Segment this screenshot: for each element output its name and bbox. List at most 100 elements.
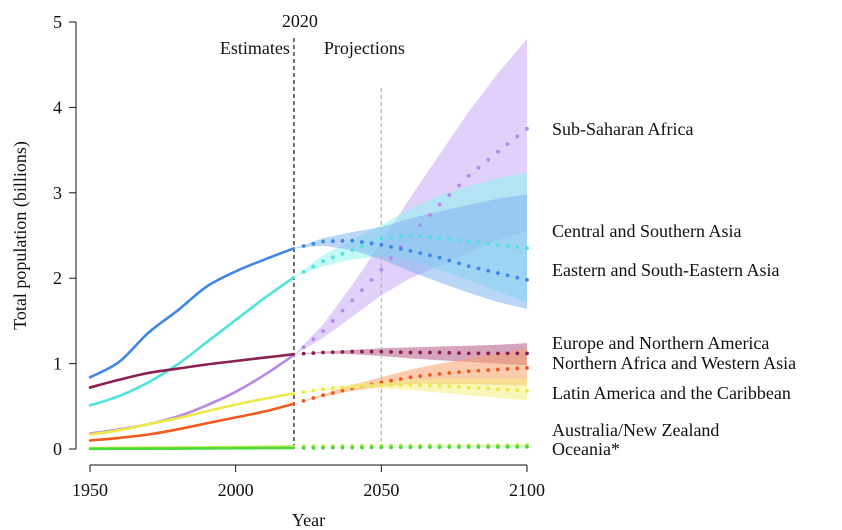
projection-point — [311, 445, 316, 450]
projection-point — [437, 350, 442, 355]
projection-point — [427, 213, 432, 217]
region-label-northern-africa-and-western-asia: Northern Africa and Western Asia — [552, 353, 796, 373]
projection-point — [330, 319, 335, 323]
projection-point — [486, 241, 491, 246]
projection-point — [321, 445, 325, 450]
projection-point — [476, 368, 481, 373]
projection-latin-america-and-the-caribbean — [301, 383, 529, 394]
estimates-label: Estimates — [220, 38, 290, 58]
y-tick-label: 0 — [53, 439, 62, 459]
projection-point — [486, 351, 491, 356]
projection-point — [360, 445, 364, 450]
projection-point — [466, 239, 471, 244]
region-label-eastern-and-south-eastern-asia: Eastern and South-Eastern Asia — [552, 260, 779, 280]
projection-point — [457, 183, 461, 188]
projection-point — [350, 349, 355, 354]
projection-point — [379, 383, 384, 387]
projection-point — [486, 368, 491, 373]
region-label-latin-america-and-the-caribbean: Latin America and the Caribbean — [552, 383, 791, 403]
projection-point — [369, 445, 374, 450]
projection-europe-and-northern-america — [301, 349, 529, 356]
projection-point — [389, 445, 393, 450]
projection-point — [466, 351, 471, 356]
axes: 1950 2000 2050 2100 0 1 2 3 4 5 — [53, 12, 545, 500]
projection-point — [311, 337, 316, 342]
projection-point — [476, 240, 481, 245]
projection-point — [360, 244, 364, 249]
projection-point — [360, 240, 364, 244]
projection-point — [447, 237, 452, 242]
projection-point — [398, 383, 403, 387]
x-tick-label: 2000 — [218, 480, 254, 500]
projection-point — [427, 383, 432, 388]
projection-point — [301, 244, 306, 248]
projection-point — [437, 371, 442, 376]
projection-point — [466, 369, 471, 374]
y-tick-label: 5 — [53, 12, 62, 32]
projection-point — [447, 350, 452, 355]
projection-point — [495, 387, 500, 392]
projection-point — [437, 202, 442, 207]
projection-point — [408, 350, 413, 355]
projection-point — [321, 239, 325, 244]
projection-point — [505, 273, 510, 278]
projection-point — [466, 264, 471, 269]
projection-point — [466, 385, 471, 390]
projection-point — [350, 445, 355, 450]
x-tick-label: 1950 — [72, 480, 108, 500]
projection-point — [408, 445, 413, 450]
projection-point — [340, 239, 345, 243]
projection-point — [340, 388, 345, 393]
projection-point — [476, 386, 481, 390]
projection-eastern-and-south-eastern-asia — [301, 238, 529, 282]
projection-point — [505, 387, 510, 392]
projection-point — [418, 251, 423, 256]
projection-point — [350, 248, 355, 252]
projection-point — [398, 234, 403, 239]
region-label-oceania: Oceania* — [552, 439, 620, 459]
projection-point — [437, 383, 442, 388]
projection-point — [340, 385, 345, 390]
projection-point — [476, 351, 481, 356]
projection-point — [505, 142, 510, 147]
projection-point — [330, 386, 335, 391]
projection-point — [350, 298, 355, 303]
projection-point — [525, 351, 529, 356]
projection-point — [369, 241, 374, 246]
projection-point — [515, 444, 520, 449]
projection-point — [360, 384, 364, 388]
projection-oceania — [301, 444, 529, 450]
projection-point — [360, 349, 364, 354]
projection-point — [486, 268, 491, 273]
region-label-sub-saharan-africa: Sub-Saharan Africa — [552, 119, 693, 139]
projection-point — [525, 444, 529, 449]
projection-point — [398, 350, 403, 355]
projection-point — [398, 445, 403, 450]
projection-point — [505, 351, 510, 356]
projection-point — [321, 329, 325, 334]
projection-point — [447, 258, 452, 263]
projection-point — [447, 384, 452, 389]
projection-point — [427, 373, 432, 377]
projection-point — [379, 242, 384, 247]
projection-point — [447, 193, 452, 197]
x-ticks: 1950 2000 2050 2100 — [72, 465, 545, 500]
projection-point — [418, 374, 423, 379]
projection-point — [427, 235, 432, 240]
projection-point — [495, 445, 500, 449]
projection-point — [457, 238, 461, 243]
projection-point — [515, 134, 520, 139]
projection-point — [427, 445, 432, 450]
projection-point — [330, 350, 335, 355]
estimate-line-eastern-and-south-eastern-asia — [88, 247, 296, 379]
projection-point — [311, 396, 316, 400]
projection-point — [515, 388, 520, 393]
divider-year-label: 2020 — [282, 11, 318, 31]
projection-point — [311, 351, 316, 355]
projection-point — [486, 386, 491, 391]
projection-point — [389, 256, 393, 261]
projection-sub-saharan-africa — [301, 126, 529, 349]
projection-point — [457, 385, 461, 389]
projection-point — [418, 223, 423, 228]
